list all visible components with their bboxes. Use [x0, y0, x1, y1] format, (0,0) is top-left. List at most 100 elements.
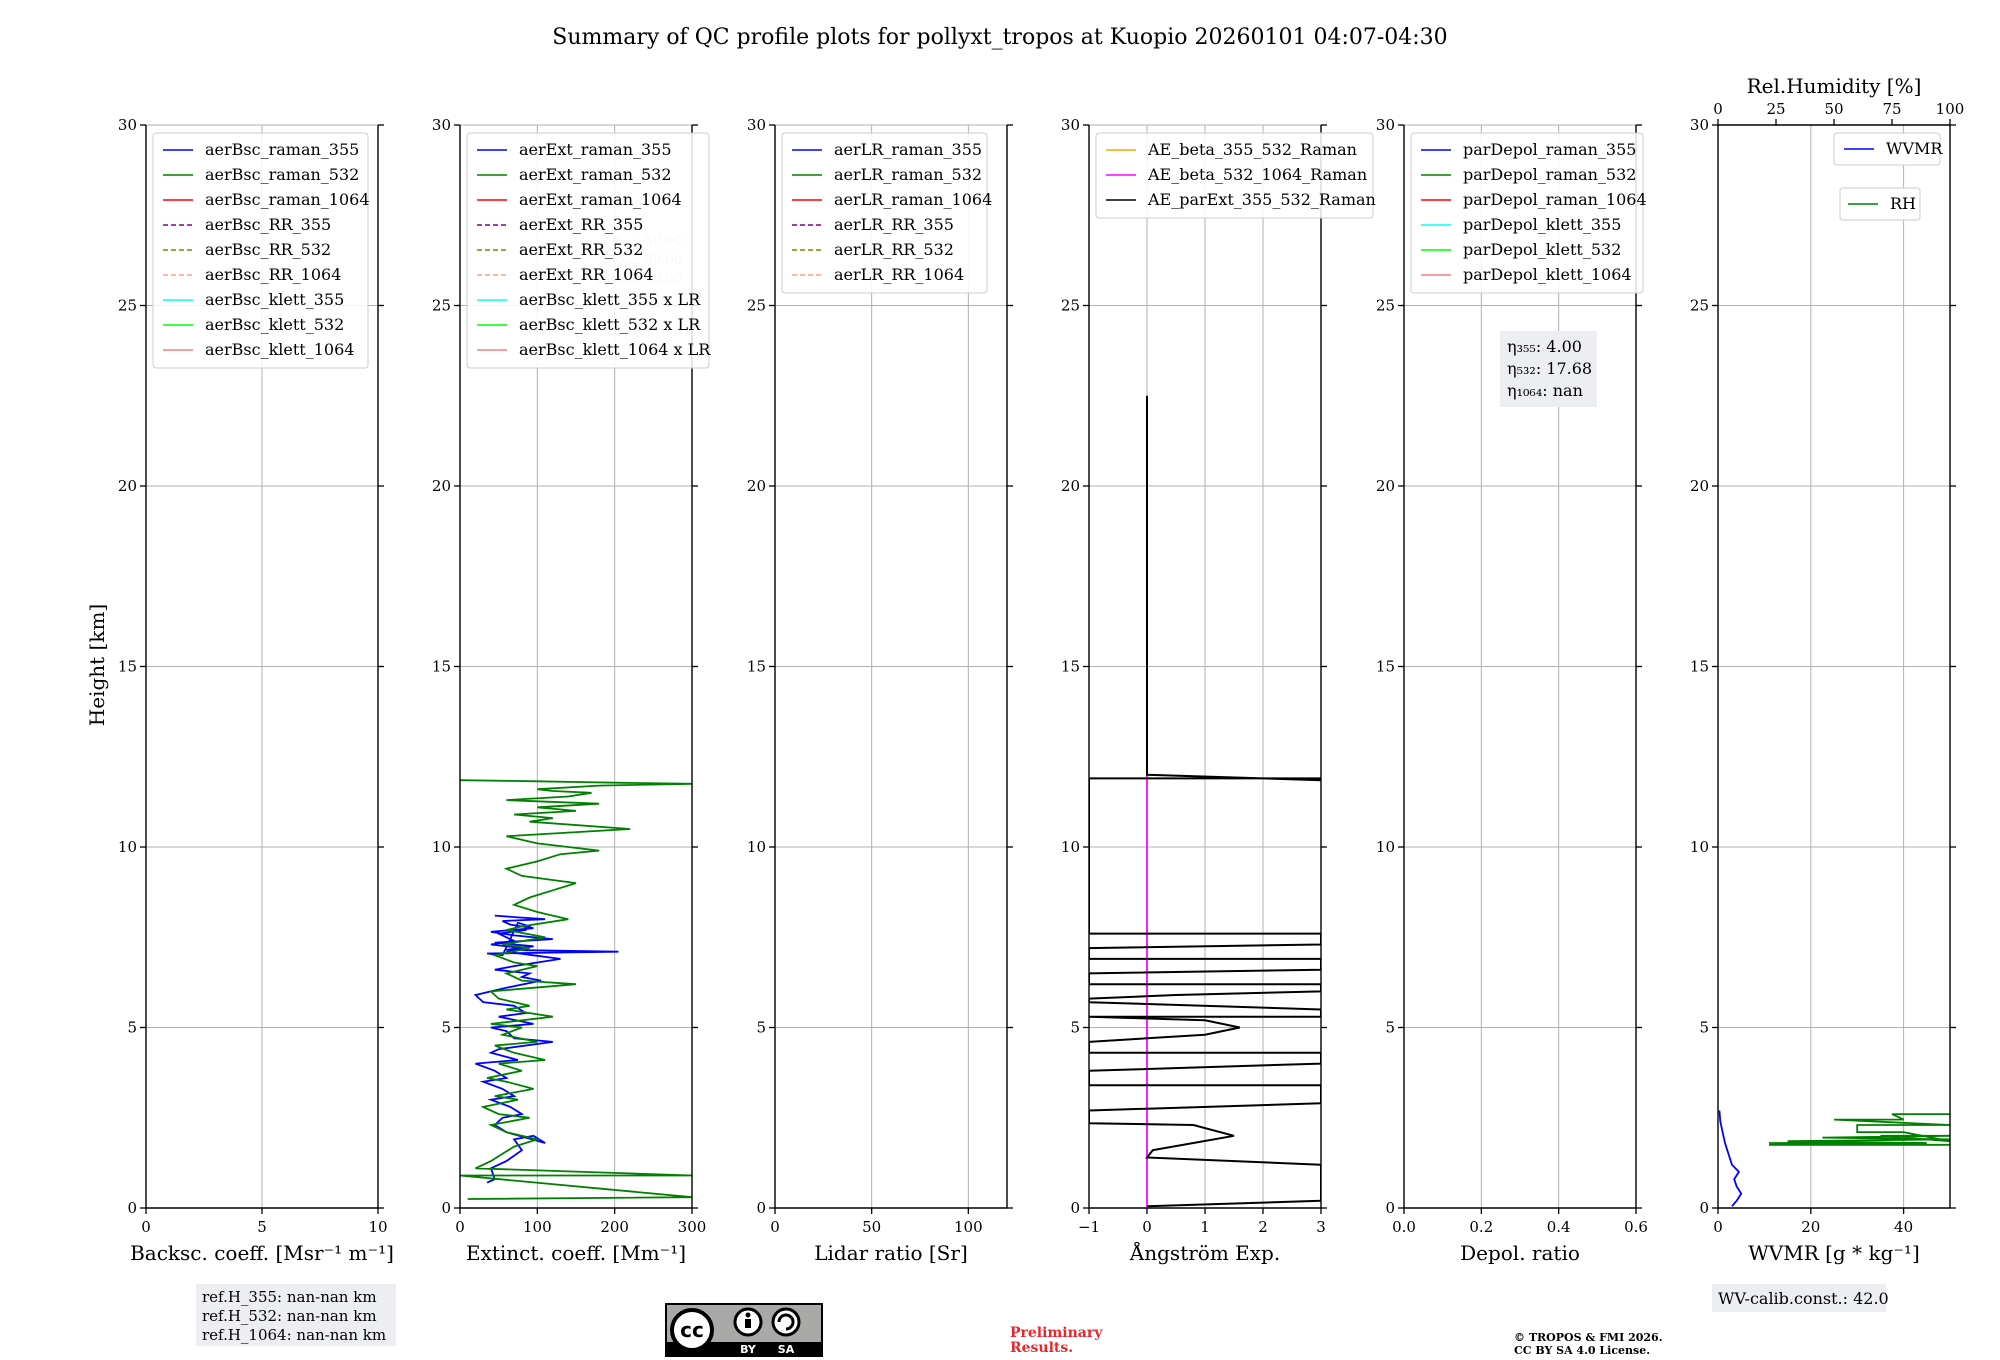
y-tick-label: 0 [441, 1199, 451, 1217]
x-axis-label: Extinct. coeff. [Mm⁻¹] [466, 1241, 686, 1265]
y-tick-label: 20 [747, 477, 766, 495]
x-axis-label: Depol. ratio [1460, 1241, 1580, 1265]
x-tick-label: 0.6 [1624, 1218, 1648, 1236]
x-tick-label: −1 [1078, 1218, 1100, 1236]
cc-badge-text: cc [680, 1318, 704, 1342]
y-tick-label: 0 [127, 1199, 137, 1217]
x-axis-label: Ångström Exp. [1129, 1240, 1280, 1265]
panel-backscatter: 0 5 10 15 20 25 30 0 5 10 Backsc. coeff. [Msr⁻¹ m⁻… [118, 116, 394, 1265]
legend-frame-wvmr [1833, 132, 1941, 166]
series-AE_parExt_355_532_Raman [1089, 395, 1321, 1208]
sa-arrow-icon [777, 1313, 795, 1331]
x-axis-label: Backsc. coeff. [Msr⁻¹ m⁻¹] [130, 1241, 394, 1265]
y-tick-label: 10 [432, 838, 451, 856]
x-tick-label: 2 [1258, 1218, 1268, 1236]
legend-label: AE_parExt_355_532_Raman [1147, 190, 1376, 209]
legend: parDepol_raman_355 parDepol_raman_532 parD… [1410, 132, 1647, 294]
legend-label: aerBsc_raman_355 [205, 140, 359, 159]
legend-label: aerLR_raman_355 [834, 140, 982, 159]
legend-label: parDepol_raman_1064 [1463, 190, 1647, 209]
y-tick-label: 20 [118, 477, 137, 495]
y-tick-label: 10 [747, 838, 766, 856]
y-tick-label: 25 [432, 297, 451, 315]
top-x-tick-label: 50 [1824, 100, 1843, 118]
y-tick-label: 25 [747, 297, 766, 315]
eta-line-0: η₃₅₅: 4.00 [1507, 337, 1582, 356]
panel-depol: 0 5 10 15 20 25 30 0.0 0.2 0.4 0.6 Depol. ratio parD… [1376, 116, 1648, 1265]
x-tick-label: 50 [862, 1218, 881, 1236]
copyright-line2: CC BY SA 4.0 License. [1514, 1344, 1650, 1357]
x-tick-label: 0.4 [1547, 1218, 1571, 1236]
panel-lidar_ratio: 0 5 10 15 20 25 30 0 50 100 Lidar ratio [Sr] aerLR_… [747, 116, 1013, 1265]
x-tick-label: 0 [455, 1218, 465, 1236]
y-tick-label: 25 [1690, 297, 1709, 315]
legend-label: aerExt_RR_355 [519, 215, 643, 234]
y-tick-label: 5 [756, 1019, 766, 1037]
legend-label: aerExt_raman_532 [519, 165, 672, 184]
y-tick-label: 0 [1385, 1199, 1395, 1217]
y-tick-label: 10 [1376, 838, 1395, 856]
legend-label: aerBsc_klett_1064 x LR [519, 340, 711, 359]
cc-license-badge: cc BY SA [665, 1303, 823, 1357]
x-tick-label: 200 [600, 1218, 629, 1236]
y-tick-label: 5 [127, 1019, 137, 1037]
legend-label: aerExt_raman_355 [519, 140, 672, 159]
legend-label: aerBsc_klett_532 [205, 315, 344, 334]
x-tick-label: 1 [1200, 1218, 1210, 1236]
x-tick-label: 0.2 [1469, 1218, 1493, 1236]
eta-line-2: η₁₀₆₄: nan [1507, 381, 1583, 400]
legend-label: aerBsc_RR_355 [205, 215, 331, 234]
legend-label: AE_beta_355_532_Raman [1147, 140, 1357, 159]
series-group [1089, 395, 1321, 1208]
y-tick-label: 30 [432, 116, 451, 134]
y-tick-label: 0 [756, 1199, 766, 1217]
y-tick-label: 15 [118, 658, 137, 676]
legend-frame [1410, 132, 1644, 294]
y-tick-label: 30 [1061, 116, 1080, 134]
y-tick-label: 20 [1690, 477, 1709, 495]
legend-label: aerBsc_RR_532 [205, 240, 331, 259]
y-tick-label: 15 [747, 658, 766, 676]
preliminary-note-line2: Results. [1010, 1340, 1073, 1356]
figure-title: Summary of QC profile plots for pollyxt_… [552, 25, 1447, 50]
eta-box-background [1500, 331, 1597, 407]
legend-label: aerLR_RR_355 [834, 215, 954, 234]
x-tick-label: 0 [770, 1218, 780, 1236]
x-tick-label: 5 [257, 1218, 267, 1236]
y-tick-label: 30 [747, 116, 766, 134]
y-tick-label: 5 [1699, 1019, 1709, 1037]
legend-label: parDepol_raman_355 [1463, 140, 1636, 159]
x-tick-label: 100 [523, 1218, 552, 1236]
legend-label: aerBsc_klett_355 x LR [519, 290, 701, 309]
legend-label: parDepol_klett_355 [1463, 215, 1621, 234]
x-tick-label: 20 [1801, 1218, 1820, 1236]
y-tick-label: 20 [432, 477, 451, 495]
legend-label: aerBsc_klett_532 x LR [519, 315, 701, 334]
x-tick-label: 3 [1316, 1218, 1326, 1236]
series-group [460, 779, 692, 1200]
legend-label: aerExt_raman_1064 [519, 190, 682, 209]
legend-label: aerLR_RR_532 [834, 240, 954, 259]
top-x-tick-label: 0 [1713, 100, 1723, 118]
x-axis-label: Lidar ratio [Sr] [814, 1241, 968, 1265]
legend-label: AE_beta_532_1064_Raman [1147, 165, 1367, 184]
legend-label: parDepol_raman_532 [1463, 165, 1636, 184]
series-WVMR [1718, 1110, 1743, 1207]
x-tick-label: 0 [1713, 1218, 1723, 1236]
top-x-tick-label: 75 [1882, 100, 1901, 118]
refh-box-background [196, 1284, 396, 1346]
series-group [1718, 1110, 1950, 1207]
refh-355: ref.H_355: nan-nan km [202, 1288, 377, 1306]
legend-label: aerBsc_klett_355 [205, 290, 344, 309]
legend-label: parDepol_klett_532 [1463, 240, 1621, 259]
legend-label: aerExt_RR_1064 [519, 265, 654, 284]
eta-line-1: η₅₃₂: 17.68 [1507, 359, 1592, 378]
series-aerExt_raman_355 [473, 914, 619, 1184]
wv-calib-text: WV-calib.const.: 42.0 [1718, 1289, 1889, 1308]
y-tick-label: 20 [1376, 477, 1395, 495]
y-tick-label: 5 [441, 1019, 451, 1037]
